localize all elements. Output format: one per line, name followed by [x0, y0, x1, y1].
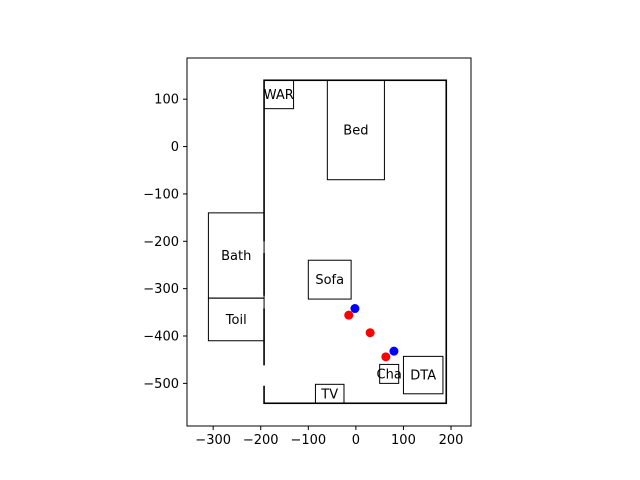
furniture-box-tv — [314, 383, 345, 404]
data-point — [365, 328, 375, 338]
y-axis: 100 0 −100 −200 −300 −400 −500 — [143, 93, 187, 392]
x-axis: −300 −200 −100 0 100 200 — [195, 426, 463, 448]
x-tick-label: −200 — [243, 433, 279, 448]
x-tick-label: 200 — [439, 433, 464, 448]
furniture-box-cha — [379, 363, 400, 384]
data-point — [389, 346, 399, 356]
y-tick-label: −400 — [143, 330, 179, 345]
furniture-label-toil: Toil — [225, 313, 247, 328]
x-tick-label: −100 — [290, 433, 326, 448]
furniture-box-war — [263, 79, 295, 110]
furniture-label-dta: DTA — [410, 369, 436, 384]
x-tick-label: 0 — [352, 433, 360, 448]
data-point — [350, 304, 360, 314]
y-tick-label: −200 — [143, 235, 179, 250]
axes-frame — [186, 57, 472, 427]
door-gap — [262, 365, 266, 386]
furniture-label-war: WAR — [264, 88, 294, 103]
furniture-label-bath: Bath — [221, 249, 251, 264]
y-tick-label: 0 — [171, 140, 179, 155]
y-tick-label: 100 — [154, 93, 179, 108]
furniture-label-bed: Bed — [343, 123, 368, 138]
furniture-box-sofa — [307, 259, 352, 300]
x-tick-label: 100 — [391, 433, 416, 448]
furniture-box-bed — [326, 79, 385, 181]
furniture-box-dta — [402, 355, 444, 395]
data-point — [381, 352, 391, 362]
y-tick-label: −100 — [143, 187, 179, 202]
furniture-label-tv: TV — [320, 387, 338, 402]
y-tick-label: −500 — [143, 377, 179, 392]
points-layer — [344, 304, 399, 362]
y-tick-label: −300 — [143, 282, 179, 297]
furniture-label-sofa: Sofa — [315, 273, 344, 288]
data-point — [344, 310, 354, 320]
furniture-label-cha: Cha — [377, 367, 402, 382]
x-tick-label: −300 — [195, 433, 231, 448]
furniture-layer: WAR Bed Bath Toil Sofa Cha DTA TV — [207, 79, 444, 404]
furniture-box-toil — [207, 297, 265, 342]
